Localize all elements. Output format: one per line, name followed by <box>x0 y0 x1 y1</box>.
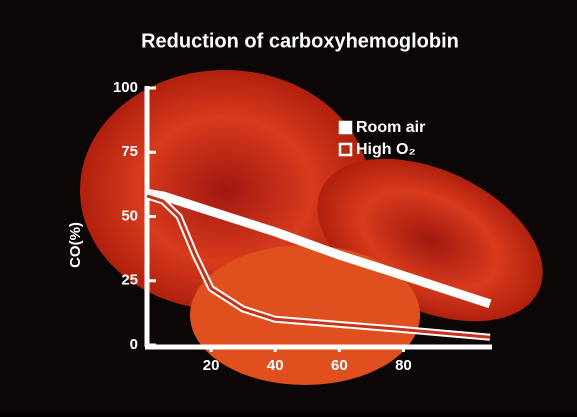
y-tick-label: 50 <box>121 207 138 224</box>
y-axis-label: CO(%) <box>67 222 84 268</box>
y-tick-label: 75 <box>121 143 138 160</box>
y-tick-label: 0 <box>130 336 138 353</box>
y-tick-label: 25 <box>121 272 138 289</box>
x-tick-label: 60 <box>331 357 348 374</box>
legend-swatch <box>340 122 351 133</box>
chart: Reduction of carboxyhemoglobin CO(%) 0 25… <box>0 0 577 412</box>
y-tick-label: 100 <box>113 79 138 96</box>
x-tick-label: 40 <box>267 357 284 374</box>
legend-label: Room air <box>356 119 425 136</box>
legend-label: High O₂ <box>356 141 416 158</box>
x-tick-label: 80 <box>395 357 412 374</box>
chart-title: Reduction of carboxyhemoglobin <box>141 30 459 52</box>
x-tick-label: 20 <box>203 357 220 374</box>
